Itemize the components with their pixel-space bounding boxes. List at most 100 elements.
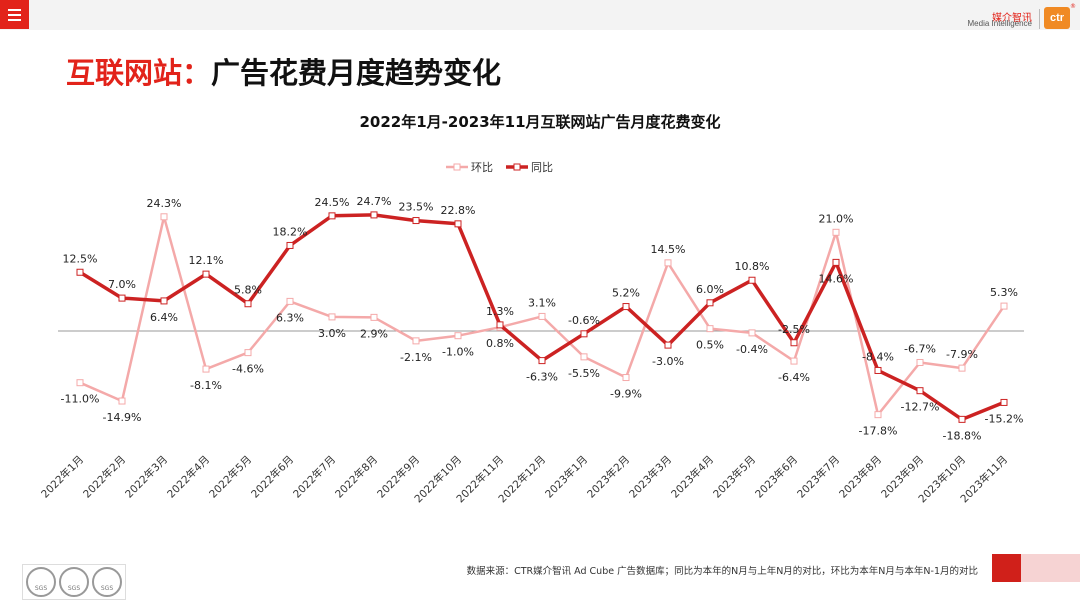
registered-mark: ® [1070, 3, 1076, 10]
data-point [160, 297, 168, 305]
data-point [1000, 302, 1008, 310]
x-tick-label: 2022年2月 [80, 453, 128, 501]
data-label: -6.4% [778, 371, 810, 384]
data-label: 18.2% [273, 225, 308, 238]
data-label: -2.5% [778, 323, 810, 336]
data-point [244, 349, 252, 357]
x-tick-label: 2023年7月 [794, 453, 842, 501]
data-label: -1.0% [442, 346, 474, 359]
data-label: 0.8% [486, 337, 514, 350]
data-label: -9.9% [610, 388, 642, 401]
data-point [202, 365, 210, 373]
sgs-badge-2-text: SGS [67, 585, 81, 592]
data-point [454, 220, 462, 228]
data-point [664, 259, 672, 267]
page-title: 互联网站：广告花费月度趋势变化 [66, 50, 501, 92]
data-point [454, 332, 462, 340]
data-label: -17.8% [859, 425, 898, 438]
top-bar [0, 0, 1080, 30]
x-tick-label: 2022年5月 [206, 453, 254, 501]
x-tick-label: 2023年1月 [542, 453, 590, 501]
sgs-badge-1: SGS [26, 567, 56, 597]
data-label: -18.8% [943, 429, 982, 442]
legend-label-1: 环比 [471, 161, 493, 174]
legend-label-2: 同比 [531, 161, 553, 174]
x-tick-label: 2023年4月 [668, 453, 716, 501]
data-label: -4.6% [232, 363, 264, 376]
logo-divider [1039, 9, 1040, 29]
x-tick-label: 2022年1月 [38, 453, 86, 501]
data-label: 1.3% [486, 305, 514, 318]
data-point [202, 270, 210, 278]
data-label: -12.7% [901, 401, 940, 414]
data-label: -8.1% [190, 379, 222, 392]
sgs-badge-2: SGS [59, 567, 89, 597]
data-point [412, 337, 420, 345]
logo-english-text: Media Intelligence [967, 19, 1032, 28]
logo-chinese-text: 媒介智讯 [992, 13, 1032, 24]
data-label: 6.4% [150, 311, 178, 324]
data-point [286, 241, 294, 249]
data-point [118, 397, 126, 405]
data-point [832, 258, 840, 266]
data-point [958, 415, 966, 423]
data-label: 24.7% [357, 195, 392, 208]
data-label: -7.9% [946, 348, 978, 361]
data-point [790, 357, 798, 365]
data-point [412, 217, 420, 225]
data-label: -2.1% [400, 351, 432, 364]
hamburger-menu-icon[interactable] [0, 0, 29, 29]
data-point [244, 300, 252, 308]
data-point [76, 268, 84, 276]
data-point [580, 330, 588, 338]
data-label: -6.3% [526, 371, 558, 384]
data-point [916, 387, 924, 395]
data-label: -14.9% [103, 411, 142, 424]
data-label: -3.0% [652, 355, 684, 368]
data-point [496, 321, 504, 329]
footer-pink-block [1021, 554, 1080, 582]
data-point [286, 297, 294, 305]
data-label: -5.5% [568, 367, 600, 380]
data-label: -6.7% [904, 342, 936, 355]
data-point [664, 341, 672, 349]
data-label: 5.8% [234, 284, 262, 297]
data-point [370, 211, 378, 219]
data-label: 22.8% [441, 204, 476, 217]
data-label: 14.5% [651, 243, 686, 256]
data-point [118, 294, 126, 302]
legend-marker-1 [453, 163, 461, 171]
x-tick-label: 2023年8月 [836, 453, 884, 501]
data-point [1000, 398, 1008, 406]
data-label: 2.9% [360, 327, 388, 340]
data-point [622, 303, 630, 311]
data-label: -15.2% [985, 412, 1024, 425]
data-point [748, 329, 756, 337]
x-tick-label: 2023年6月 [752, 453, 800, 501]
ctr-logo: ctr [1044, 7, 1070, 29]
data-point [160, 213, 168, 221]
footer-red-block [992, 554, 1021, 582]
data-point [580, 353, 588, 361]
data-point [328, 212, 336, 220]
x-tick-label: 2022年6月 [248, 453, 296, 501]
sgs-badge-1-text: SGS [34, 585, 48, 592]
data-point [916, 358, 924, 366]
data-label: 21.0% [819, 212, 854, 225]
sgs-badge-3: SGS [92, 567, 122, 597]
x-tick-label: 2022年3月 [122, 453, 170, 501]
page-title-part1: 互联网站： [66, 56, 212, 90]
x-tick-label: 2022年7月 [290, 453, 338, 501]
data-point [874, 366, 882, 374]
data-label: 12.1% [189, 254, 224, 267]
data-point [76, 379, 84, 387]
data-label: -8.4% [862, 350, 894, 363]
data-label: 0.5% [696, 339, 724, 352]
data-label: 3.1% [528, 296, 556, 309]
data-point [538, 312, 546, 320]
data-label: 14.6% [819, 272, 854, 285]
data-point [538, 357, 546, 365]
x-tick-label: 2023年2月 [584, 453, 632, 501]
legend-marker-2 [513, 163, 521, 171]
